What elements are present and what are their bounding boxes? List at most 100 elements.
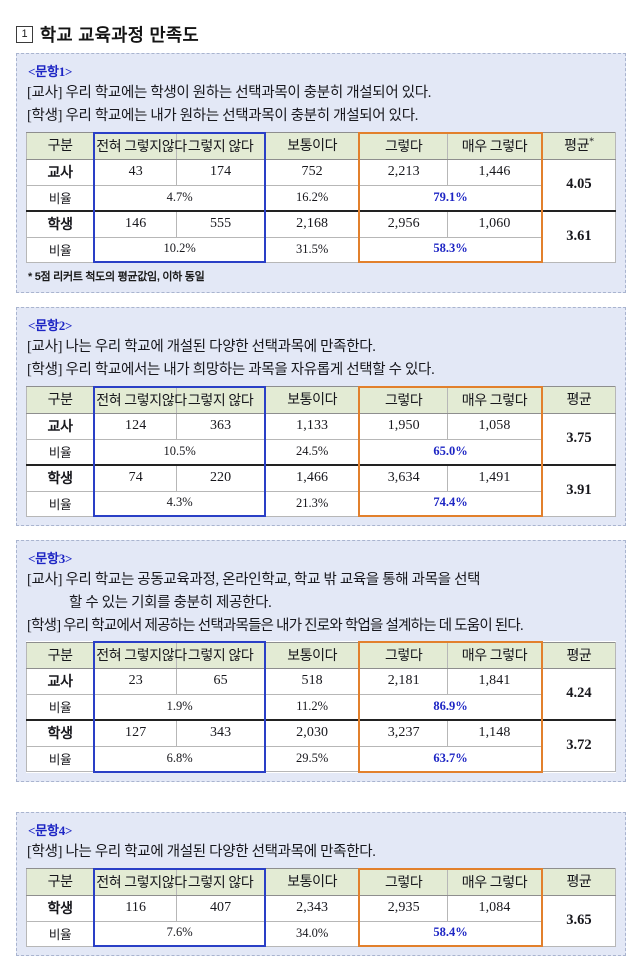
row-label-respondent: 학생 [26,209,95,238]
header-division: 구분 [26,132,95,160]
header-neutral: 보통이다 [264,868,360,896]
row-label-respondent: 학생 [26,894,95,922]
header-neutral-label: 보통이다 [287,139,338,155]
header-disagree: 그렇지 않다 [176,385,267,414]
survey-table: 구분 전혀 그렇지않다 그렇지 않다 보통이다 그렇다 매우 그렇다 평균* 교사 43 174 7… [26,131,616,263]
header-disagree-label: 그렇지 않다 [187,875,254,891]
header-strongly-agree: 매우 그렇다 [447,867,543,896]
table-row: 교사 43 174 752 2,213 1,446 4.05 [26,158,616,211]
header-agree: 그렇다 [358,641,449,670]
count-cell: 518 [264,668,360,696]
header-average: 평균* [541,132,616,160]
table-row: 비율 7.6% 34.0% 58.4% [26,920,616,947]
count-cell: 2,181 [358,668,449,696]
table-row: 비율 4.7% 16.2% 79.1% [26,184,616,211]
count-cell: 1,841 [447,668,543,696]
header-strongly-disagree-label: 전혀 그렇지않다 [96,649,187,665]
ratio-positive-cell: 63.7% [358,746,543,773]
table-footnote: * 5점 리커트 척도의 평균값임, 이하 동일 [28,271,205,283]
ratio-negative-cell: 6.8% [93,746,267,773]
count-cell: 363 [176,412,267,440]
ratio-positive-cell: 58.3% [358,236,543,263]
table-row: 비율 1.9% 11.2% 86.9% [26,694,616,721]
count-cell: 2,343 [264,894,360,922]
header-agree-label: 그렇다 [384,875,423,891]
question-number: <문항4> [28,822,73,838]
header-division-label: 구분 [47,393,73,409]
header-average: 평균 [541,641,616,670]
header-strongly-agree: 매우 그렇다 [447,641,543,670]
count-cell: 1,950 [358,412,449,440]
row-label-ratio: 비율 [26,920,95,947]
header-strongly-agree: 매우 그렇다 [447,385,543,414]
count-cell: 2,956 [358,209,449,238]
survey-table: 구분 전혀 그렇지않다 그렇지 않다 보통이다 그렇다 매우 그렇다 평균 학생 116 407 2… [26,867,616,947]
count-cell: 1,466 [264,463,360,492]
ratio-neutral-cell: 34.0% [264,920,360,947]
header-agree-label: 그렇다 [384,393,423,409]
table-row: 비율 4.3% 21.3% 74.4% [26,490,616,517]
header-strongly-disagree: 전혀 그렇지않다 [93,131,187,160]
table-row: 학생 116 407 2,343 2,935 1,084 3.65 [26,894,616,947]
ratio-neutral-cell: 29.5% [264,746,360,773]
ratio-negative-cell: 4.3% [93,490,267,517]
count-cell: 1,148 [447,719,543,748]
table-row: 비율 10.2% 31.5% 58.3% [26,236,616,263]
header-neutral-label: 보통이다 [287,393,338,409]
survey-table: 구분 전혀 그렇지않다 그렇지 않다 보통이다 그렇다 매우 그렇다 평균 교사 23 65 518… [26,641,616,773]
count-cell: 1,084 [447,894,543,922]
question-number: <문항1> [28,64,73,79]
ratio-positive-cell: 65.0% [358,438,543,465]
row-label-ratio: 비율 [26,746,95,773]
question-number: <문항2> [28,318,73,333]
row-label-ratio: 비율 [26,694,95,721]
header-agree: 그렇다 [358,867,449,896]
table-header-row: 구분 전혀 그렇지않다 그렇지 않다 보통이다 그렇다 매우 그렇다 평균 [26,641,616,670]
header-neutral-label: 보통이다 [287,649,338,664]
count-cell: 1,133 [264,412,360,440]
count-cell: 2,935 [358,894,449,922]
count-cell: 752 [264,158,360,186]
header-strongly-agree-label: 매우 그렇다 [461,875,528,891]
count-cell: 23 [93,668,178,696]
survey-table: 구분 전혀 그렇지않다 그렇지 않다 보통이다 그렇다 매우 그렇다 평균 교사 124 363 1… [26,385,616,517]
header-average-label: 평균 [566,649,592,664]
header-average-label: 평균 [564,139,590,155]
question-number: <문항3> [28,551,73,566]
header-strongly-disagree: 전혀 그렇지않다 [93,385,187,414]
table-header-row: 구분 전혀 그렇지않다 그렇지 않다 보통이다 그렇다 매우 그렇다 평균 [26,385,616,414]
page-title: 1 학교 교육과정 만족도 [0,0,640,53]
count-cell: 146 [93,209,178,238]
header-disagree-label: 그렇지 않다 [187,393,254,409]
count-cell: 1,446 [447,158,543,186]
row-label-ratio: 비율 [26,490,95,517]
header-disagree-label: 그렇지 않다 [187,649,254,665]
question-section-1: <문항1> [교사] 우리 학교에는 학생이 원하는 선택과목이 충분히 개설되어… [16,53,626,293]
header-average-label: 평균 [566,875,592,891]
header-strongly-disagree: 전혀 그렇지않다 [93,641,187,670]
average-cell: 3.61 [541,209,616,263]
table-header-row: 구분 전혀 그렇지않다 그렇지 않다 보통이다 그렇다 매우 그렇다 평균* [26,131,616,160]
header-disagree: 그렇지 않다 [176,867,267,896]
question-line: 할 수 있는 기회를 충분히 제공한다. [69,594,272,611]
question-line: [교사] 나는 우리 학교에 개설된 다양한 선택과목에 만족한다. [27,339,376,355]
average-footnote-marker: * [589,136,594,148]
average-cell: 3.75 [541,412,616,465]
row-label-respondent: 교사 [26,668,95,696]
question-section-3: <문항3> [교사] 우리 학교는 공동교육과정, 온라인학교, 학교 밖 교육을… [16,540,626,782]
count-cell: 124 [93,412,178,440]
header-division-label: 구분 [47,139,73,155]
count-cell: 43 [93,158,178,186]
average-cell: 4.24 [541,668,616,721]
ratio-neutral-cell: 11.2% [264,694,360,721]
average-cell: 3.91 [541,463,616,517]
row-label-respondent: 교사 [26,158,95,186]
table-row: 교사 23 65 518 2,181 1,841 4.24 [26,668,616,721]
row-label-ratio: 비율 [26,184,95,211]
question-section-2: <문항2> [교사] 나는 우리 학교에 개설된 다양한 선택과목에 만족한다. [… [16,307,626,526]
row-label-respondent: 교사 [26,412,95,440]
header-disagree: 그렇지 않다 [176,641,267,670]
header-neutral-label: 보통이다 [287,875,338,891]
count-cell: 407 [176,894,267,922]
